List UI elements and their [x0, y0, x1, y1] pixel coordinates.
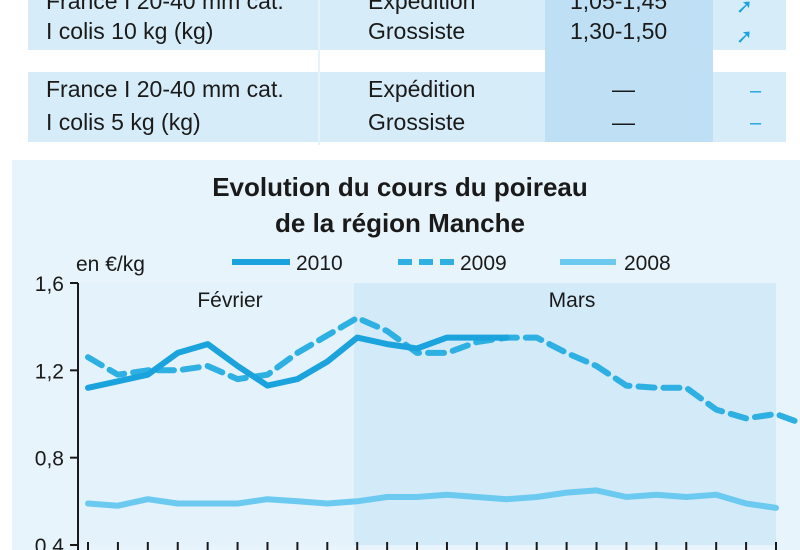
price-value: — — [612, 76, 635, 102]
trend-stable-icon: – — [750, 112, 762, 134]
price-table: France I 20-40 mm cat. I colis 10 kg (kg… — [0, 0, 800, 150]
column-divider — [318, 0, 320, 145]
stage-label: Grossiste — [368, 18, 466, 44]
chart-subtitle: de la région Manche — [275, 208, 525, 238]
legend-label-2009: 2009 — [460, 252, 507, 275]
legend-label-2008: 2008 — [624, 252, 671, 275]
product-label: France I 20-40 mm cat. — [46, 76, 284, 102]
period-label: Mars — [549, 289, 596, 312]
trend-stable-icon: – — [750, 80, 762, 102]
packaging-label: I colis 10 kg (kg) — [46, 18, 214, 44]
series-line-2010 — [85, 334, 510, 391]
stage-label: Expédition — [368, 76, 476, 102]
price-column — [545, 0, 713, 142]
price-value: 1,05-1,45 — [570, 0, 668, 14]
chart-title: Evolution du cours du poireau — [212, 172, 588, 202]
period-label: Février — [197, 289, 262, 312]
y-tick-label: 1,6 — [35, 273, 64, 296]
packaging-label: I colis 5 kg (kg) — [46, 109, 201, 135]
y-tick-label: 0,8 — [35, 448, 64, 471]
period-band-mars — [354, 283, 776, 545]
trend-up-icon: ➚ — [736, 0, 753, 18]
y-axis-label: en €/kg — [76, 253, 145, 276]
price-value: 1,30-1,50 — [570, 18, 668, 44]
product-label: France I 20-40 mm cat. — [46, 0, 284, 14]
price-value: — — [612, 109, 635, 135]
row-divider — [28, 50, 786, 52]
legend-label-2010: 2010 — [296, 252, 343, 275]
trend-up-icon: ➚ — [736, 26, 753, 48]
y-tick-label: 1,2 — [35, 360, 64, 383]
series-line-2008 — [85, 487, 779, 511]
stage-label: Grossiste — [368, 109, 466, 135]
series-line-2009 — [85, 314, 800, 426]
y-tick-label: 0,4 — [35, 535, 65, 550]
stage-label: Expédition — [368, 0, 476, 14]
